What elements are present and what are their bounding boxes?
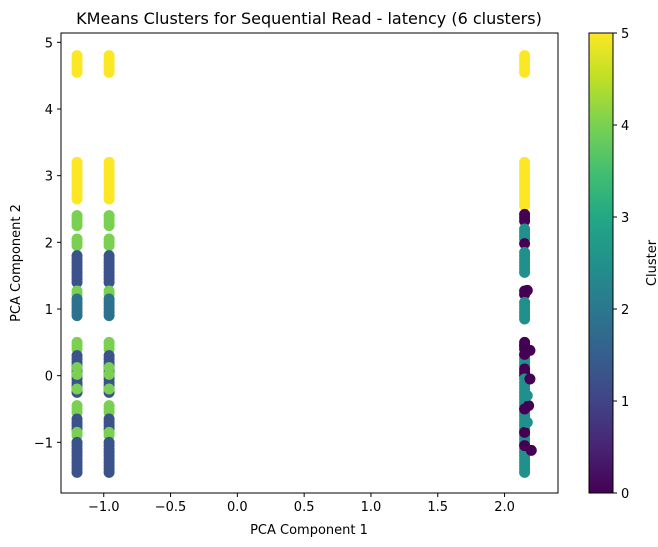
data-point [103,293,115,305]
colorbar: 0 1 2 3 4 5 Cluster [588,27,658,502]
data-point [103,285,115,297]
chart-title: KMeans Clusters for Sequential Read - la… [76,9,542,28]
data-point [71,350,83,362]
data-point [525,444,537,456]
data-point [519,223,531,235]
data-point [524,373,536,385]
data-point [71,285,83,297]
data-point [519,156,531,168]
data-point [519,50,531,62]
data-point [103,383,115,395]
colorbar-tick-label: 3 [621,211,629,226]
data-point [103,156,115,168]
y-tick-label: 5 [45,36,53,51]
data-point [71,233,83,245]
data-point [519,208,531,220]
data-point [519,426,531,438]
data-point [71,413,83,425]
data-point [71,156,83,168]
colorbar-ticks: 0 1 2 3 4 5 [613,27,629,502]
data-point [103,250,115,262]
colorbar-label: Cluster [645,239,658,286]
x-tick-label: 0.5 [294,500,315,515]
x-axis-ticks: −1.0 −0.5 0.0 0.5 1.0 1.5 2.0 [88,493,515,515]
data-point [519,363,531,375]
data-point [523,400,535,412]
data-point [71,436,83,448]
data-point [524,344,536,356]
data-point [103,400,115,412]
x-tick-label: 1.0 [361,500,382,515]
x-tick-label: −1.0 [88,500,120,515]
data-point [71,250,83,262]
x-axis-label: PCA Component 1 [250,523,368,538]
data-point [103,50,115,62]
data-point [103,233,115,245]
data-points [71,50,537,478]
data-point [103,336,115,348]
data-point [71,400,83,412]
colorbar-tick-label: 4 [621,119,629,134]
y-tick-label: 1 [45,303,53,318]
colorbar-tick-label: 5 [621,27,629,42]
colorbar-tick-label: 2 [621,303,629,318]
data-point [71,293,83,305]
y-axis-ticks: −1 0 1 2 3 4 5 [34,36,61,451]
data-point [103,413,115,425]
colorbar-gradient [589,33,613,493]
colorbar-tick-label: 0 [621,487,629,502]
data-point [71,383,83,395]
data-point [71,210,83,222]
y-tick-label: −1 [34,436,53,451]
data-point [103,436,115,448]
data-point [71,336,83,348]
data-point [71,426,83,438]
data-point [519,296,531,308]
y-axis-label: PCA Component 2 [9,204,24,322]
data-point [103,426,115,438]
data-point [103,210,115,222]
y-tick-label: 0 [45,370,53,385]
data-point [521,416,533,428]
x-tick-label: −0.5 [155,500,187,515]
y-tick-label: 3 [45,170,53,185]
y-tick-label: 2 [45,236,53,251]
data-point [103,350,115,362]
data-point [71,50,83,62]
x-tick-label: 1.5 [427,500,448,515]
data-point [521,390,533,402]
x-tick-label: 0.0 [227,500,248,515]
data-point [103,368,115,380]
y-tick-label: 4 [45,103,53,118]
plot-frame [60,32,559,494]
data-point [519,246,531,258]
data-point [521,284,533,296]
colorbar-frame [588,32,614,494]
data-point [71,368,83,380]
data-point [519,238,531,250]
x-tick-label: 2.0 [494,500,515,515]
colorbar-tick-label: 1 [621,395,629,410]
